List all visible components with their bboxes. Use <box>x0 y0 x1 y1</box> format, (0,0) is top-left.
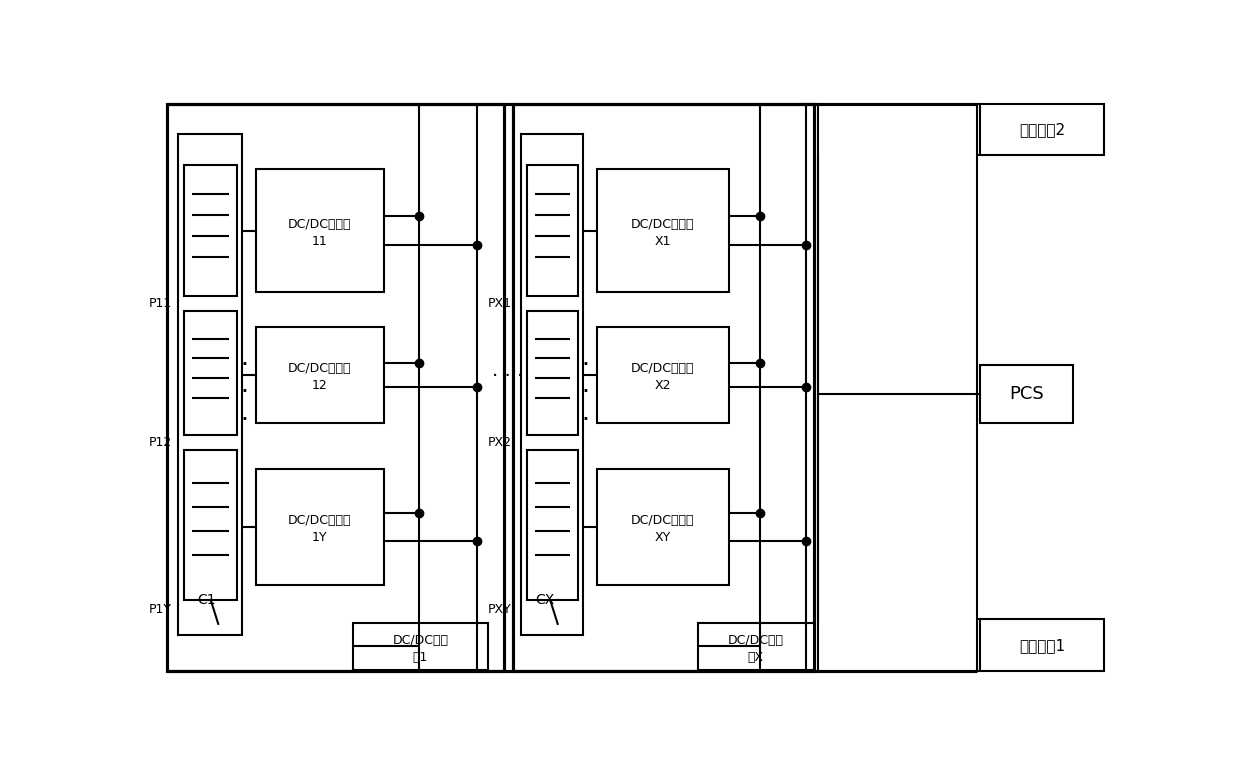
Bar <box>596 327 729 423</box>
Text: X1: X1 <box>655 235 671 248</box>
Text: DC/DC变换器: DC/DC变换器 <box>288 515 351 528</box>
Bar <box>596 169 729 292</box>
Text: DC/DC变换器: DC/DC变换器 <box>631 218 694 231</box>
Bar <box>981 365 1074 423</box>
Text: CX: CX <box>534 593 554 607</box>
Text: 12: 12 <box>311 380 327 392</box>
Text: ·
·
·: · · · <box>582 353 589 432</box>
Text: P11: P11 <box>149 298 172 311</box>
Bar <box>185 165 237 296</box>
Text: PX1: PX1 <box>487 298 511 311</box>
Bar <box>527 450 578 601</box>
Bar <box>521 134 583 635</box>
Text: PX2: PX2 <box>487 436 511 449</box>
Text: · · ·: · · · <box>492 367 523 387</box>
Text: XY: XY <box>655 532 671 545</box>
Bar <box>596 469 729 585</box>
Bar <box>513 104 813 671</box>
Bar <box>527 165 578 296</box>
Text: 器X: 器X <box>748 650 764 663</box>
Bar <box>981 620 1105 671</box>
Text: DC/DC变换器: DC/DC变换器 <box>631 362 694 375</box>
Text: PXY: PXY <box>487 603 511 616</box>
Text: 11: 11 <box>311 235 327 248</box>
Text: DC/DC变换器: DC/DC变换器 <box>631 515 694 528</box>
Bar <box>352 624 489 670</box>
Text: X2: X2 <box>655 380 671 392</box>
Bar <box>981 104 1105 155</box>
Bar <box>166 104 503 671</box>
Text: 器1: 器1 <box>413 650 428 663</box>
Bar <box>255 469 383 585</box>
Text: 1Y: 1Y <box>312 532 327 545</box>
Text: PCS: PCS <box>1009 385 1044 403</box>
Bar <box>179 134 242 635</box>
Bar <box>255 327 383 423</box>
Bar <box>697 624 813 670</box>
Bar <box>185 450 237 601</box>
Text: DC/DC变换: DC/DC变换 <box>392 634 449 647</box>
Text: DC/DC变换器: DC/DC变换器 <box>288 218 351 231</box>
Text: DC/DC变换器: DC/DC变换器 <box>288 362 351 375</box>
Text: 汇流单元1: 汇流单元1 <box>1019 638 1065 653</box>
Text: DC/DC变换: DC/DC变换 <box>728 634 784 647</box>
Text: P1Y: P1Y <box>149 603 172 616</box>
Bar <box>527 311 578 435</box>
Text: C1: C1 <box>197 593 216 607</box>
Bar <box>185 311 237 435</box>
Text: P12: P12 <box>149 436 172 449</box>
Text: ·
·
·: · · · <box>241 353 248 432</box>
Bar <box>255 169 383 292</box>
Text: 汇流单元2: 汇流单元2 <box>1019 122 1065 137</box>
